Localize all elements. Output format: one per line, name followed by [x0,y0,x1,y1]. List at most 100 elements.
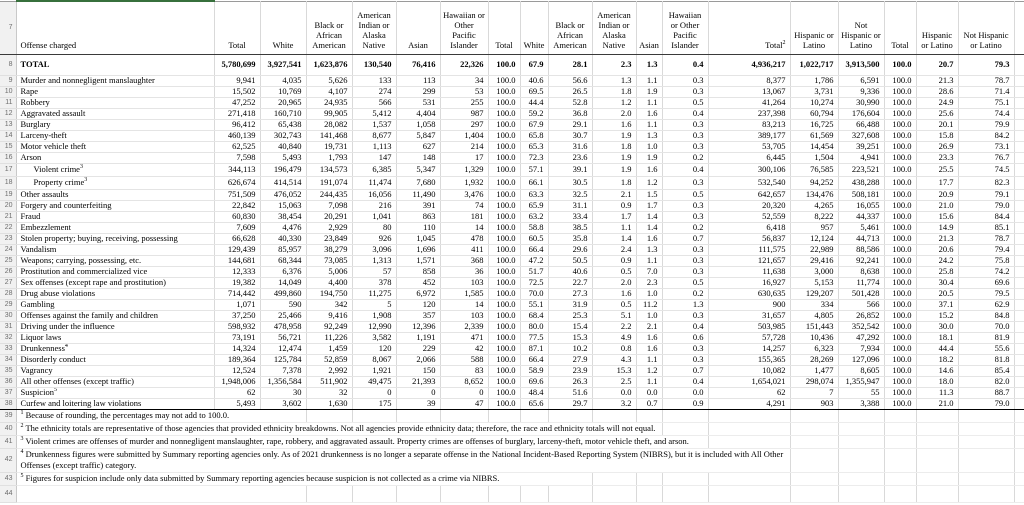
footnote-cell[interactable]: 4 Drunkenness figures were submitted by … [16,448,791,473]
cell[interactable]: 5,153 [790,277,839,289]
cell[interactable] [636,472,663,486]
row-number[interactable]: 41 [0,435,17,449]
cell[interactable]: 8,222 [790,211,839,223]
cell[interactable]: 58.9 [520,365,549,377]
row-number[interactable]: 29 [0,299,17,311]
cell[interactable]: 1.9 [636,86,663,98]
cell[interactable]: 71.4 [958,86,1015,98]
cell[interactable]: 57 [352,266,397,278]
cell[interactable]: 1,537 [352,119,397,131]
cell[interactable]: 76,416 [396,54,441,76]
cell[interactable]: 1,041 [352,211,397,223]
cell[interactable]: 39 [396,398,441,410]
cell[interactable]: 299 [396,86,441,98]
column-header-pct-asian[interactable]: Asian [636,0,663,55]
cell[interactable]: 1.9 [592,130,637,142]
cell[interactable]: 0.2 [662,152,709,164]
cell[interactable] [1014,398,1024,410]
cell[interactable]: 4,476 [260,222,307,234]
cell[interactable]: 2,929 [306,222,353,234]
cell[interactable]: 0 [352,387,397,399]
cell[interactable]: 47 [440,398,489,410]
cell[interactable]: 21.3 [916,233,959,245]
cell[interactable]: 298,074 [790,376,839,388]
cell[interactable]: 73.1 [958,141,1015,153]
cell[interactable]: 4.3 [592,354,637,366]
cell[interactable]: 25.6 [916,108,959,120]
cell[interactable] [520,485,549,503]
cell[interactable]: 389,177 [708,130,791,142]
cell[interactable]: 12,474 [260,343,307,355]
cell[interactable]: 55.6 [958,343,1015,355]
cell[interactable]: 1.6 [636,108,663,120]
column-header-offense[interactable]: Offense charged [16,0,215,55]
cell[interactable]: 1.6 [592,288,637,300]
cell[interactable]: 0.4 [662,376,709,388]
cell[interactable]: 100.0 [488,288,521,300]
footnote-cell[interactable] [16,485,307,503]
cell[interactable] [1014,310,1024,322]
cell[interactable]: 6,591 [838,75,885,87]
cell[interactable]: 2.0 [592,108,637,120]
cell[interactable]: 0.9 [592,255,637,267]
cell[interactable]: 100.0 [884,255,917,267]
cell[interactable]: 0.4 [662,163,709,177]
cell[interactable]: 100.0 [488,130,521,142]
cell[interactable] [1014,108,1024,120]
cell[interactable]: 26.5 [548,86,593,98]
cell[interactable]: 16,725 [790,119,839,131]
cell[interactable]: 176,604 [838,108,885,120]
cell[interactable] [916,485,959,503]
cell[interactable]: 60,830 [214,211,261,223]
offense-cell[interactable]: Fraud [16,211,215,223]
offense-cell[interactable]: Suspicion5 [16,387,215,399]
cell[interactable]: 21.0 [916,200,959,212]
cell[interactable]: 66.4 [520,354,549,366]
cell[interactable]: 42 [440,343,489,355]
cell[interactable]: 20,320 [708,200,791,212]
cell[interactable]: 29.7 [548,398,593,410]
cell[interactable]: 642,657 [708,189,791,201]
cell[interactable]: 20.5 [916,288,959,300]
cell[interactable]: 34 [440,75,489,87]
row-number[interactable]: 21 [0,211,17,223]
cell[interactable] [352,409,397,423]
cell[interactable]: 7,378 [260,365,307,377]
cell[interactable]: 626,674 [214,176,261,190]
cell[interactable]: 100.0 [884,244,917,256]
cell[interactable]: 55.1 [520,299,549,311]
row-number[interactable]: 32 [0,332,17,344]
cell[interactable]: 1.6 [592,119,637,131]
cell[interactable]: 19,731 [306,141,353,153]
cell[interactable] [884,485,917,503]
cell[interactable]: 2.3 [592,54,637,76]
cell[interactable]: 53 [440,86,489,98]
cell[interactable]: 24.9 [916,97,959,109]
cell[interactable]: 84.4 [958,211,1015,223]
cell[interactable]: 100.0 [488,86,521,98]
cell[interactable]: 100.0 [884,277,917,289]
cell[interactable] [1014,409,1024,423]
cell[interactable]: 100.0 [884,75,917,87]
cell[interactable]: 0.0 [592,387,637,399]
cell[interactable]: 4,035 [260,75,307,87]
cell[interactable]: 88.7 [958,387,1015,399]
cell[interactable]: 391 [396,200,441,212]
cell[interactable]: 62 [214,387,261,399]
cell[interactable]: 1,571 [396,255,441,267]
cell[interactable]: 100.0 [884,343,917,355]
cell[interactable]: 82.3 [958,176,1015,190]
cell[interactable] [592,409,637,423]
column-header-race-asian[interactable]: Asian [396,0,441,55]
cell[interactable]: 566 [352,97,397,109]
cell[interactable]: 21,393 [396,376,441,388]
cell[interactable]: 15.2 [916,310,959,322]
cell[interactable]: 15.3 [592,365,637,377]
cell[interactable] [1014,485,1024,503]
cell[interactable]: 11,226 [306,332,353,344]
cell[interactable]: 39,251 [838,141,885,153]
cell[interactable]: 44,337 [838,211,885,223]
cell[interactable]: 18.1 [916,332,959,344]
cell[interactable]: 1,045 [396,233,441,245]
cell[interactable]: 7,934 [838,343,885,355]
